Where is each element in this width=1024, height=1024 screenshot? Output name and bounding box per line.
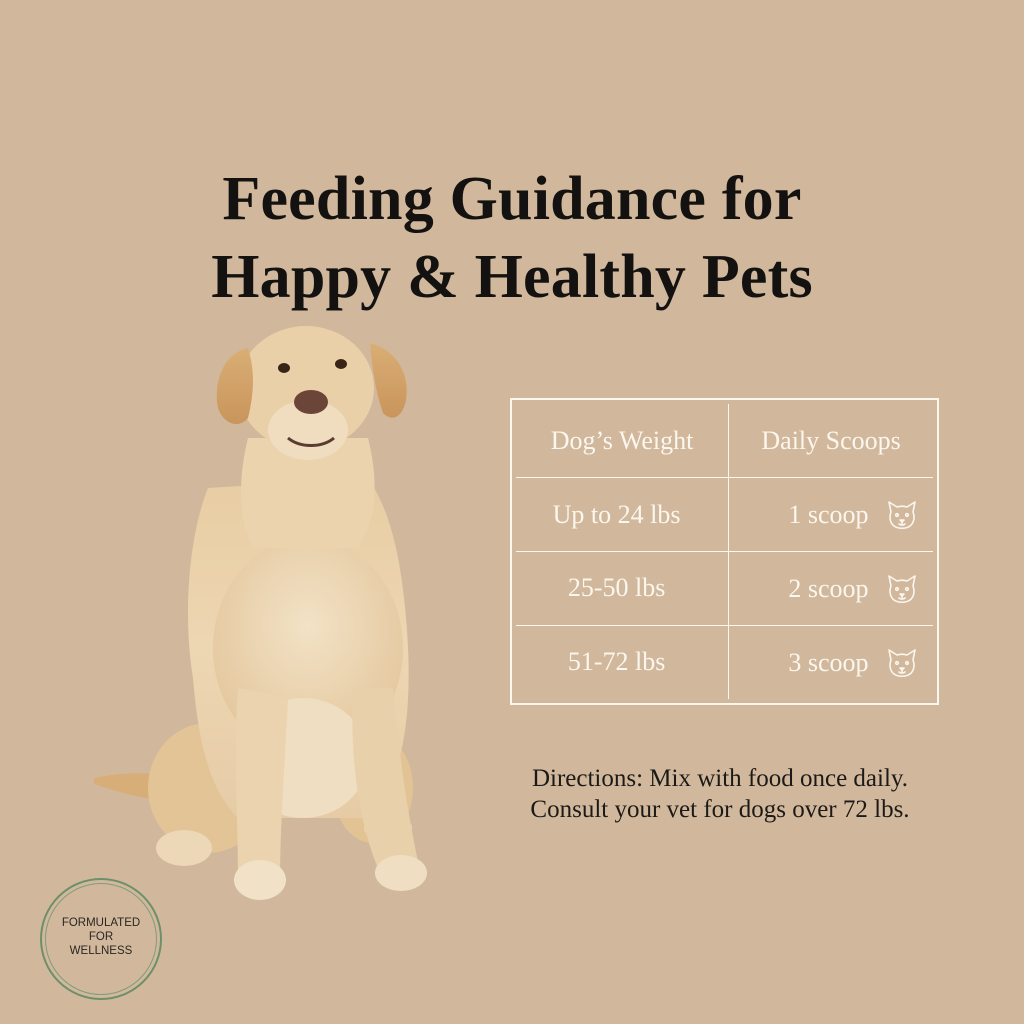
table-row: Up to 24 lbs 1 scoop bbox=[516, 477, 933, 552]
badge-line-1: FORMULATED bbox=[61, 917, 141, 929]
feeding-table: Dog’s Weight Daily Scoops Up to 24 lbs 1… bbox=[516, 404, 933, 699]
directions-text: Directions: Mix with food once daily. Co… bbox=[505, 763, 935, 825]
header-dogs-weight: Dog’s Weight bbox=[516, 404, 730, 479]
dog-face-icon bbox=[888, 575, 916, 603]
scoop-amount: 3 scoop bbox=[788, 647, 869, 677]
scoop-cell: 1 scoop bbox=[728, 477, 933, 552]
page-title: Feeding Guidance for Happy & Healthy Pet… bbox=[0, 160, 1024, 316]
labrador-dog-image bbox=[94, 326, 427, 900]
directions-line-2: Consult your vet for dogs over 72 lbs. bbox=[530, 796, 910, 823]
badge-line-3: WELLNESS bbox=[69, 945, 133, 957]
badge-text: FORMULATED FOR WELLNESS bbox=[40, 916, 162, 958]
weight-cell: Up to 24 lbs bbox=[516, 477, 730, 552]
weight-cell: 25-50 lbs bbox=[516, 551, 730, 626]
badge-inner-ring bbox=[45, 883, 157, 995]
dog-face-icon bbox=[888, 501, 916, 530]
wellness-badge: FORMULATED FOR WELLNESS bbox=[40, 878, 162, 1000]
title-line-1: Feeding Guidance for bbox=[222, 164, 802, 233]
scoop-cell: 2 scoop bbox=[728, 551, 933, 626]
scoop-cell: 3 scoop bbox=[728, 624, 933, 699]
directions-line-1: Directions: Mix with food once daily. bbox=[531, 765, 909, 792]
table-header-row: Dog’s Weight Daily Scoops bbox=[516, 404, 933, 479]
header-daily-scoops: Daily Scoops bbox=[728, 404, 933, 479]
title-line-2: Happy & Healthy Pets bbox=[211, 242, 813, 311]
feeding-table-container: Dog’s Weight Daily Scoops Up to 24 lbs 1… bbox=[510, 398, 939, 705]
weight-cell: 51-72 lbs bbox=[516, 624, 730, 699]
badge-line-2: FOR bbox=[88, 931, 114, 943]
dog-face-icon bbox=[888, 649, 916, 677]
badge-outer-ring bbox=[40, 878, 162, 1000]
table-row: 51-72 lbs 3 scoop bbox=[516, 624, 933, 699]
table-row: 25-50 lbs 2 scoop bbox=[516, 551, 933, 626]
scoop-amount: 1 scoop bbox=[788, 500, 869, 530]
scoop-amount: 2 scoop bbox=[788, 573, 869, 603]
